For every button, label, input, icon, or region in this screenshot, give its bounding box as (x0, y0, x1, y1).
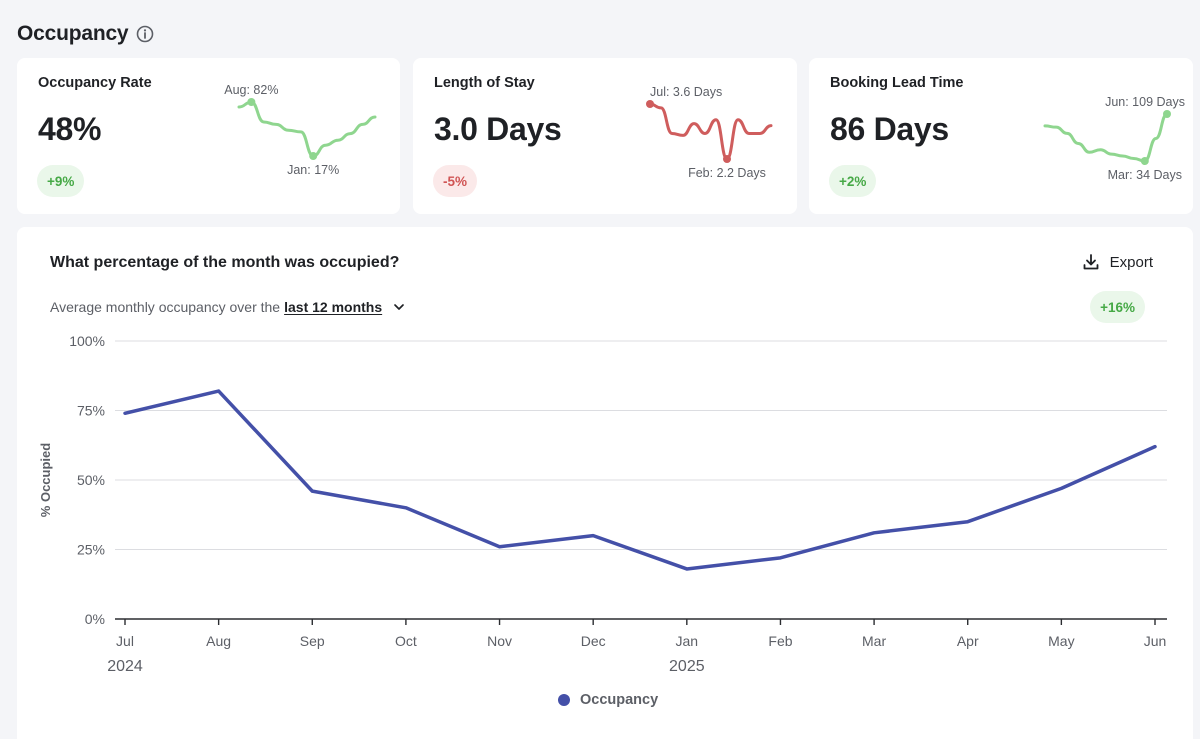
sparkline-min-label: Mar: 34 Days (1108, 168, 1182, 182)
data-point[interactable] (1147, 439, 1163, 455)
sparkline-occupancy-rate: Aug: 82% Jan: 17% (224, 83, 377, 177)
occupancy-chart-card: What percentage of the month was occupie… (17, 227, 1193, 739)
x-tick-label: Feb (768, 633, 792, 649)
x-year-label: 2024 (107, 658, 143, 675)
sparkline-max-point (247, 98, 256, 106)
kpi-delta-badge: +9% (37, 165, 85, 197)
y-tick-label: 75% (77, 403, 105, 419)
x-tick-label: Nov (487, 633, 512, 649)
sparkline-min-label: Feb: 2.2 Days (688, 166, 766, 180)
download-icon (1083, 254, 1099, 270)
data-point[interactable] (211, 383, 227, 399)
sparkline-max-label: Jun: 109 Days (1105, 95, 1185, 109)
x-tick-label: Dec (581, 633, 606, 649)
y-tick-label: 50% (77, 472, 105, 488)
sparkline-path (237, 100, 377, 158)
sparkline-booking-lead-time: Jun: 109 Days Mar: 34 Days (1043, 95, 1185, 182)
kpi-delta-badge: -5% (433, 165, 478, 197)
chevron-down-icon[interactable] (392, 300, 406, 314)
kpi-label: Occupancy Rate (38, 75, 152, 91)
export-button[interactable]: Export (1082, 253, 1153, 271)
y-tick-label: 100% (69, 333, 105, 349)
x-tick-label: Apr (957, 633, 979, 649)
kpi-card-occupancy-rate: Occupancy Rate 48% +9% Aug: 82% Jan: 17% (17, 58, 400, 214)
sparkline-max-point (1163, 110, 1171, 118)
x-tick-label: Jul (116, 633, 134, 649)
occupancy-line-chart: 0% 25% 50% 75% 100% % Occupied Jul Aug Sep Oct Nov… (38, 333, 1167, 675)
info-circle-icon[interactable] (136, 25, 154, 43)
kpi-card-booking-lead-time: Booking Lead Time 86 Days +2% Jun: 109 D… (809, 58, 1193, 214)
kpi-value: 3.0 Days (434, 111, 562, 147)
series-line-occupancy (123, 389, 1157, 571)
date-range-selector[interactable]: last 12 months (284, 299, 383, 315)
y-tick-label: 25% (77, 542, 105, 558)
legend-label: Occupancy (580, 692, 659, 708)
x-tick-label: Mar (862, 633, 886, 649)
kpi-label: Length of Stay (434, 75, 535, 91)
sparkline-path (648, 102, 773, 161)
sparkline-path (1043, 112, 1169, 163)
data-point[interactable] (398, 500, 414, 516)
x-tick-label: Aug (206, 633, 231, 649)
kpi-delta-badge: +2% (829, 165, 877, 197)
x-tick-label: Sep (300, 633, 325, 649)
y-tick-label: 0% (85, 611, 105, 627)
x-tick-label: Jun (1144, 633, 1167, 649)
sparkline-length-of-stay: Jul: 3.6 Days Feb: 2.2 Days (646, 85, 773, 180)
sparkline-max-point (646, 100, 654, 108)
chart-subtitle: Average monthly occupancy over the last … (50, 299, 406, 315)
y-axis-label: % Occupied (38, 443, 53, 517)
sparkline-min-point (309, 152, 318, 160)
chart-title: What percentage of the month was occupie… (50, 254, 400, 271)
x-tick-label: May (1048, 633, 1074, 649)
x-tick-label: Jan (676, 633, 699, 649)
data-point[interactable] (772, 550, 788, 566)
data-point[interactable] (492, 539, 508, 555)
data-point[interactable] (1053, 480, 1069, 496)
sparkline-min-label: Jan: 17% (287, 163, 339, 177)
chart-delta-badge: +16% (1090, 291, 1145, 323)
export-label: Export (1109, 253, 1153, 271)
sparkline-min-point (723, 155, 731, 163)
page-title: Occupancy (17, 22, 129, 45)
chart-legend[interactable]: Occupancy (558, 692, 658, 708)
page-header: Occupancy (17, 22, 154, 46)
data-point[interactable] (960, 514, 976, 530)
sparkline-min-point (1140, 157, 1149, 165)
x-tick-label: Oct (395, 633, 417, 649)
data-point[interactable] (585, 528, 601, 544)
subtitle-prefix: Average monthly occupancy over the (50, 299, 281, 315)
sparkline-max-label: Jul: 3.6 Days (650, 85, 722, 99)
kpi-value: 86 Days (830, 111, 949, 147)
data-point[interactable] (679, 561, 695, 577)
legend-dot (558, 694, 570, 706)
data-point[interactable] (117, 405, 133, 421)
data-point[interactable] (866, 525, 882, 541)
kpi-card-length-of-stay: Length of Stay 3.0 Days -5% Jul: 3.6 Day… (413, 58, 797, 214)
x-year-label: 2025 (669, 658, 705, 675)
sparkline-max-label: Aug: 82% (224, 83, 278, 97)
kpi-label: Booking Lead Time (830, 75, 964, 91)
kpi-value: 48% (38, 111, 102, 147)
data-point[interactable] (304, 483, 320, 499)
